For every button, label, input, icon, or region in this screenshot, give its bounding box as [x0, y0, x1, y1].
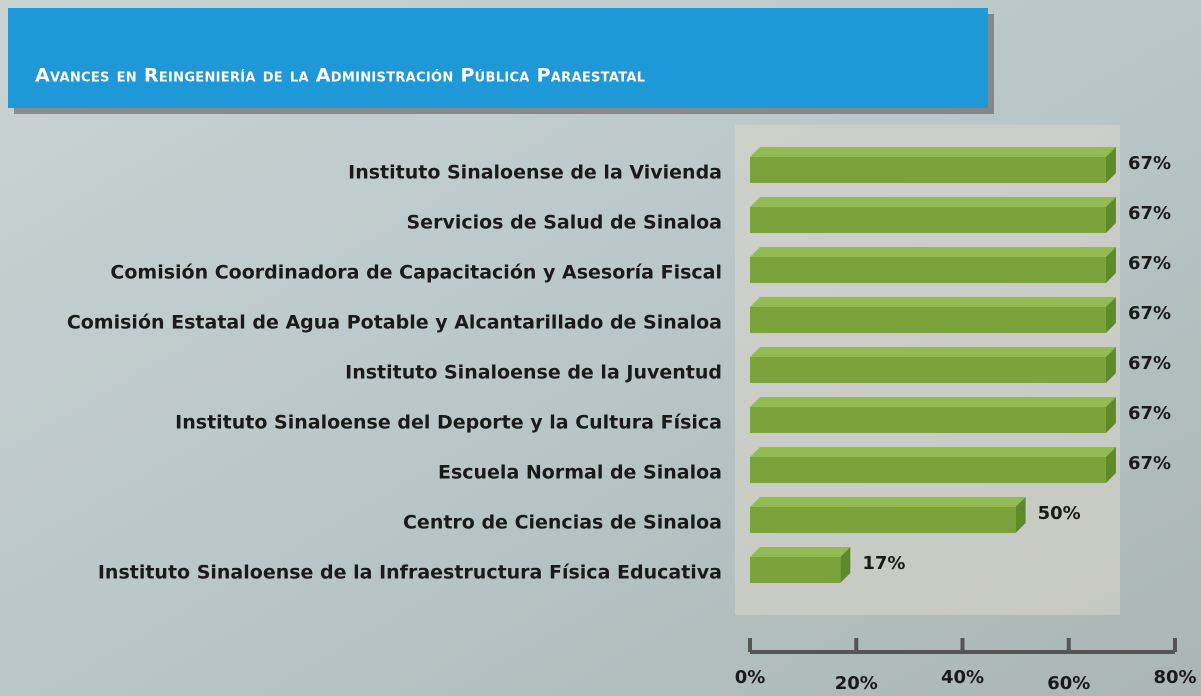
bar	[750, 507, 1016, 533]
bar-group	[750, 497, 1026, 533]
x-tick-label: 0%	[735, 667, 766, 688]
bar-group	[750, 147, 1116, 183]
y-tick-label: Escuela Normal de Sinaloa	[438, 462, 722, 484]
y-tick-label: Servicios de Salud de Sinaloa	[407, 212, 723, 234]
bar	[750, 157, 1106, 183]
value-label: 67%	[1128, 353, 1171, 374]
bar-top	[750, 247, 1116, 257]
bar-top	[750, 547, 850, 557]
bar	[750, 257, 1106, 283]
bar-top	[750, 197, 1116, 207]
bar	[750, 407, 1106, 433]
x-tick-label: 80%	[1153, 667, 1196, 688]
value-label: 67%	[1128, 203, 1171, 224]
chart-title: Avances en Reingeniería de la Administra…	[35, 65, 645, 87]
bar	[750, 307, 1106, 333]
bar	[750, 457, 1106, 483]
y-tick-label: Comisión Estatal de Agua Potable y Alcan…	[67, 312, 722, 334]
value-label: 67%	[1128, 453, 1171, 474]
y-tick-label: Instituto Sinaloense de la Vivienda	[348, 162, 722, 184]
bar-group	[750, 297, 1116, 333]
value-label: 67%	[1128, 253, 1171, 274]
x-tick-label: 40%	[941, 667, 984, 688]
bar-group	[750, 247, 1116, 283]
bar	[750, 357, 1106, 383]
value-label: 67%	[1128, 303, 1171, 324]
bar-group	[750, 397, 1116, 433]
bar-group	[750, 547, 850, 583]
y-tick-label: Centro de Ciencias de Sinaloa	[403, 512, 722, 534]
bar-group	[750, 447, 1116, 483]
value-label: 50%	[1038, 503, 1081, 524]
chart: Avances en Reingeniería de la Administra…	[0, 0, 1201, 696]
y-tick-label: Instituto Sinaloense de la Juventud	[345, 362, 722, 384]
bar-top	[750, 497, 1026, 507]
bar-group	[750, 197, 1116, 233]
x-tick-label: 20%	[835, 673, 878, 694]
x-tick-label: 60%	[1047, 673, 1090, 694]
bar-group	[750, 347, 1116, 383]
bar-top	[750, 397, 1116, 407]
bar-top	[750, 347, 1116, 357]
title-banner	[8, 8, 988, 108]
value-label: 17%	[862, 553, 905, 574]
bar-top	[750, 297, 1116, 307]
bar-top	[750, 147, 1116, 157]
bar	[750, 207, 1106, 233]
value-label: 67%	[1128, 153, 1171, 174]
y-tick-label: Instituto Sinaloense de la Infraestructu…	[98, 562, 722, 584]
bar	[750, 557, 840, 583]
bar-top	[750, 447, 1116, 457]
value-label: 67%	[1128, 403, 1171, 424]
y-tick-label: Instituto Sinaloense del Deporte y la Cu…	[175, 412, 722, 434]
y-tick-label: Comisión Coordinadora de Capacitación y …	[110, 262, 722, 284]
